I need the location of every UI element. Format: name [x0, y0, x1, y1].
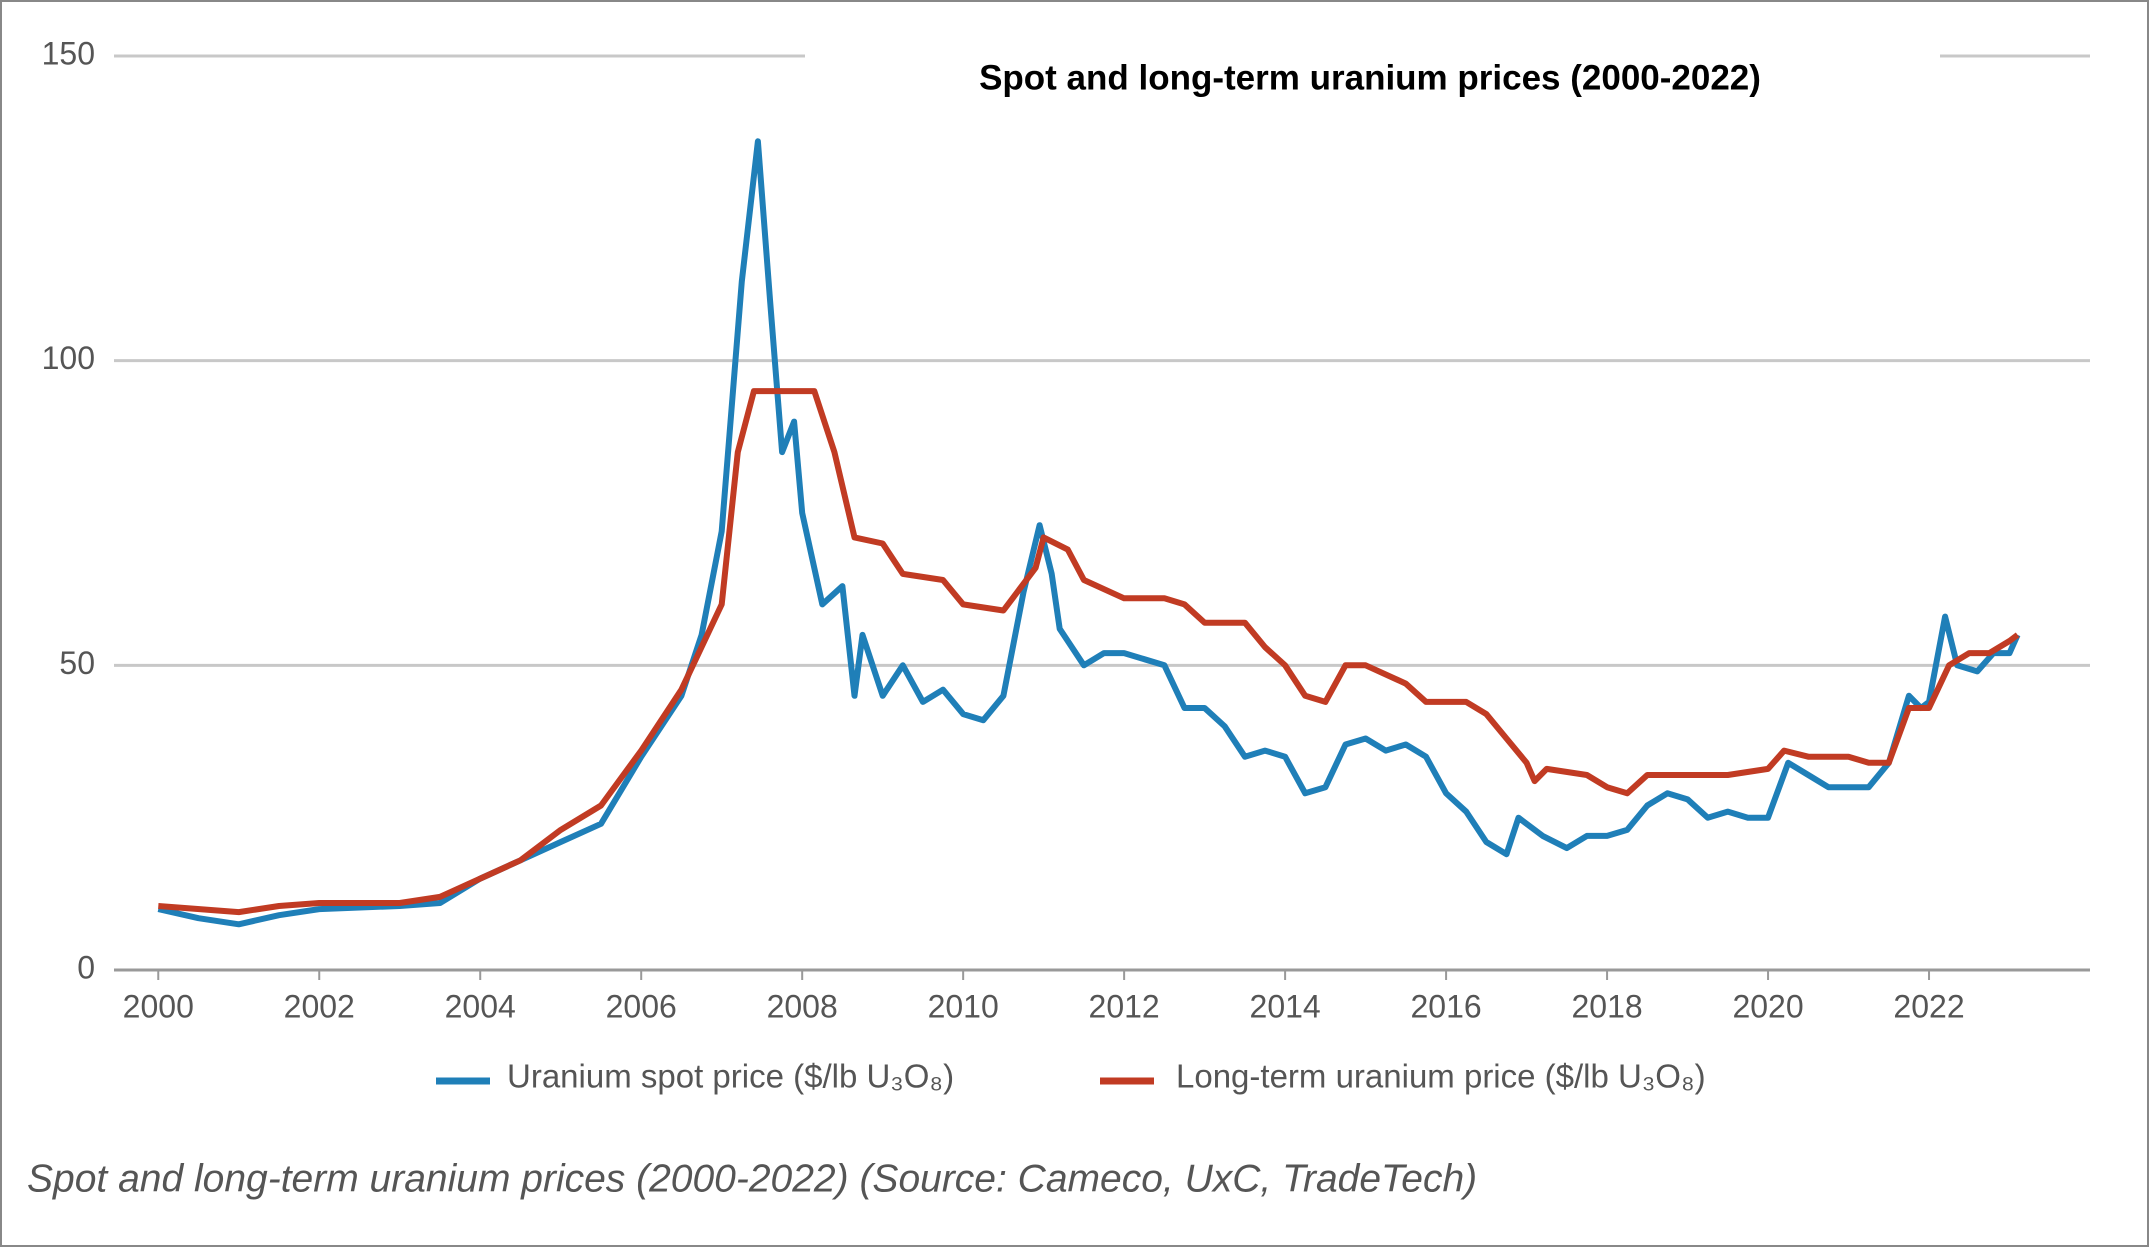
title-backdrop — [805, 50, 1940, 110]
x-tick-label: 2006 — [606, 988, 677, 1024]
chart-title: Spot and long-term uranium prices (2000-… — [979, 58, 1761, 97]
y-tick-label: 0 — [77, 949, 95, 985]
x-tick-label: 2008 — [767, 988, 838, 1024]
x-tick-label: 2014 — [1250, 988, 1321, 1024]
x-tick-label: 2002 — [284, 988, 355, 1024]
y-tick-label: 100 — [42, 340, 95, 376]
x-tick-label: 2012 — [1089, 988, 1160, 1024]
x-tick-label: 2022 — [1893, 988, 1964, 1024]
y-tick-label: 150 — [42, 35, 95, 71]
legend-label: Uranium spot price ($/lb U₃O₈) — [507, 1058, 954, 1095]
x-tick-label: 2010 — [928, 988, 999, 1024]
x-tick-label: 2020 — [1732, 988, 1803, 1024]
series-line — [158, 388, 2020, 916]
x-tick-label: 2016 — [1410, 988, 1481, 1024]
y-tick-label: 50 — [59, 645, 95, 681]
x-tick-label: 2018 — [1571, 988, 1642, 1024]
x-tick-label: 2004 — [445, 988, 516, 1024]
legend-label: Long-term uranium price ($/lb U₃O₈) — [1176, 1058, 1706, 1095]
series-line — [157, 138, 2021, 928]
caption: Spot and long-term uranium prices (2000-… — [27, 1157, 1477, 1200]
x-tick-label: 2000 — [123, 988, 194, 1024]
